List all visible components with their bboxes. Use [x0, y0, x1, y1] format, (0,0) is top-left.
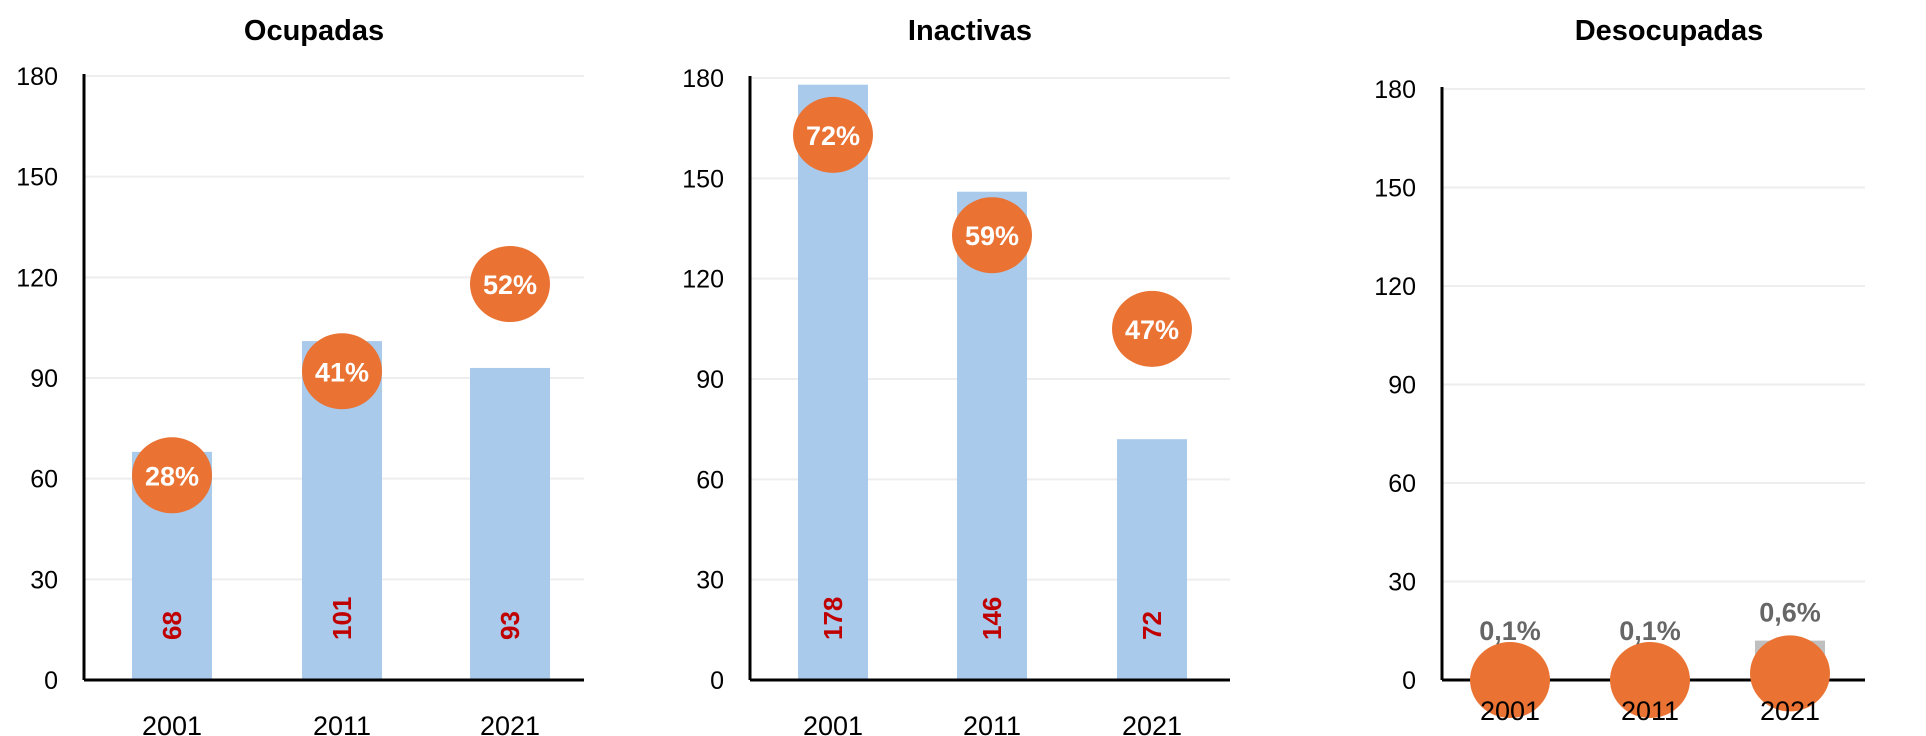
percent-marker	[470, 246, 550, 323]
percent-label: 59%	[965, 221, 1019, 251]
percent-label: 0,1%	[1479, 616, 1541, 646]
bar-value-label: 68	[157, 611, 187, 640]
percent-label: 52%	[483, 270, 537, 300]
x-tick-label: 2011	[1621, 696, 1679, 726]
percent-marker	[1610, 642, 1690, 718]
bar-value-label: 101	[327, 597, 357, 640]
chart-title: Desocupadas	[1575, 15, 1764, 47]
percent-marker	[1750, 635, 1830, 712]
x-tick-label: 2001	[803, 711, 863, 736]
y-tick-label: 60	[30, 466, 58, 494]
y-tick-label: 30	[30, 566, 58, 594]
y-tick-label: 120	[1374, 273, 1416, 301]
x-tick-label: 2011	[963, 711, 1021, 736]
y-tick-label: 0	[44, 667, 58, 695]
percent-label: 41%	[315, 357, 369, 387]
y-tick-label: 90	[696, 366, 724, 394]
y-tick-label: 120	[682, 266, 724, 294]
x-tick-label: 2021	[1760, 696, 1820, 726]
x-tick-label: 2001	[142, 711, 202, 736]
y-tick-label: 180	[1374, 76, 1416, 104]
y-tick-label: 120	[16, 264, 58, 292]
percent-marker	[1470, 642, 1550, 718]
x-tick-label: 2011	[313, 711, 371, 736]
percent-marker	[952, 197, 1032, 274]
bar	[470, 367, 550, 680]
x-tick-label: 2021	[1122, 711, 1182, 736]
y-tick-label: 180	[16, 63, 58, 91]
percent-label: 0,1%	[1619, 616, 1681, 646]
y-tick-label: 30	[696, 567, 724, 595]
y-tick-label: 150	[682, 165, 724, 193]
percent-marker	[302, 333, 382, 410]
bar	[798, 84, 868, 680]
chart-title: Inactivas	[908, 15, 1032, 47]
chart-title: Ocupadas	[244, 15, 384, 47]
percent-label: 72%	[806, 121, 860, 151]
y-tick-label: 150	[16, 164, 58, 192]
y-tick-label: 0	[710, 667, 724, 695]
y-tick-label: 60	[696, 466, 724, 494]
percent-marker	[1112, 290, 1192, 367]
bar-value-label: 72	[1137, 611, 1167, 640]
y-tick-label: 90	[1388, 372, 1416, 400]
y-tick-label: 90	[30, 365, 58, 393]
y-tick-label: 30	[1388, 569, 1416, 597]
percent-marker	[132, 437, 212, 514]
y-tick-label: 0	[1402, 667, 1416, 695]
bar	[1117, 439, 1187, 680]
percent-label: 47%	[1125, 315, 1179, 345]
percent-label: 0,6%	[1759, 597, 1821, 627]
x-tick-label: 2021	[480, 711, 540, 736]
x-tick-label: 2001	[1480, 696, 1540, 726]
bar-value-label: 93	[495, 611, 525, 640]
y-tick-label: 150	[1374, 175, 1416, 203]
bar-value-label: 178	[818, 597, 848, 640]
y-tick-label: 180	[682, 65, 724, 93]
bar-value-label: 146	[977, 597, 1007, 640]
percent-marker	[793, 96, 873, 173]
y-tick-label: 60	[1388, 470, 1416, 498]
percent-label: 28%	[145, 461, 199, 491]
